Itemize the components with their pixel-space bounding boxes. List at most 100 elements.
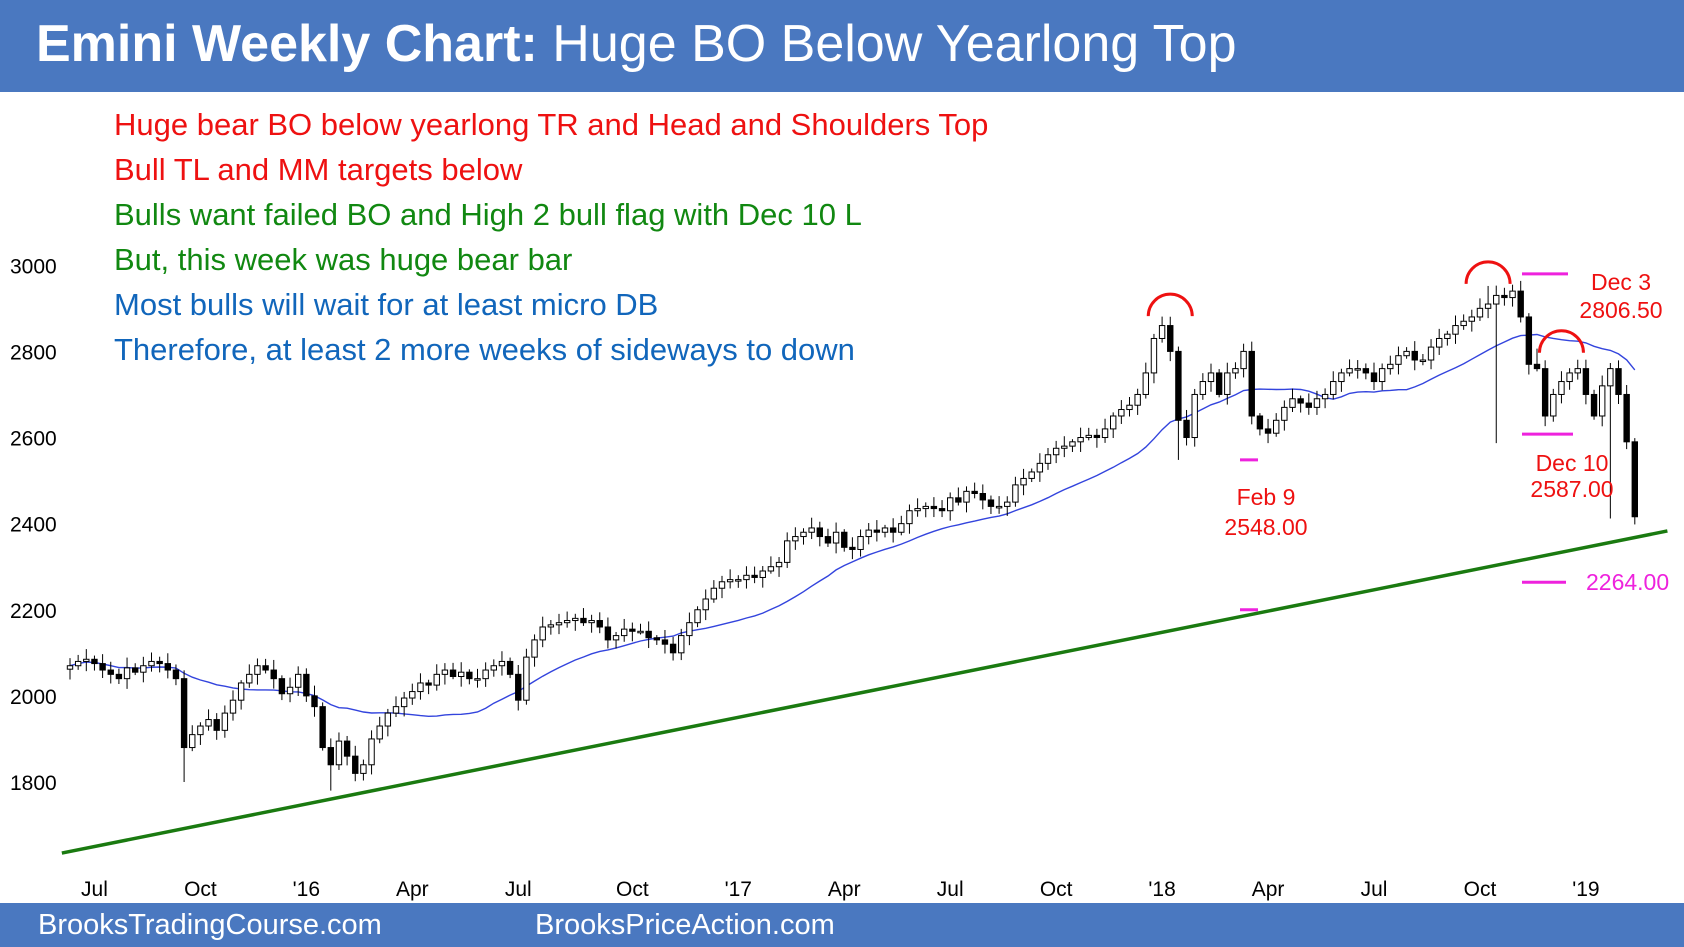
candle-body-130 [1126, 404, 1133, 411]
candle-week-145 [1248, 341, 1255, 425]
candle-body-13 [172, 669, 180, 680]
candle-week-72 [653, 635, 660, 645]
candle-body-45 [433, 673, 440, 686]
candle-body-90 [800, 531, 807, 538]
x-tick-Jul-3: Jul [81, 878, 108, 901]
candle-week-126 [1093, 428, 1101, 448]
candle-week-154 [1321, 388, 1329, 409]
candle-week-172 [1468, 309, 1475, 332]
candle-body-97 [857, 536, 864, 550]
candle-week-170 [1452, 315, 1459, 344]
candle-body-73 [661, 639, 669, 645]
candle-body-59 [547, 624, 555, 628]
candle-body-124 [1077, 437, 1084, 443]
candle-week-26 [278, 675, 286, 701]
commentary-line-4: But, this week was huge bear bar [114, 242, 572, 277]
candle-body-6 [115, 673, 123, 680]
candle-week-87 [775, 557, 783, 577]
candle-week-34 [343, 735, 351, 766]
candle-week-57 [531, 634, 538, 667]
candle-body-167 [1427, 346, 1435, 361]
candle-week-177 [1509, 284, 1516, 307]
candle-body-173 [1476, 307, 1484, 318]
x-tick-Oct-16: Oct [184, 878, 217, 901]
candle-body-29 [303, 673, 310, 697]
candle-week-167 [1427, 339, 1435, 370]
candle-body-78 [702, 598, 709, 611]
candle-body-17 [205, 719, 212, 727]
candle-body-177 [1509, 290, 1516, 299]
candle-week-175 [1493, 285, 1500, 444]
candle-body-60 [555, 622, 563, 626]
candle-week-137 [1183, 409, 1190, 446]
candle-week-36 [360, 759, 367, 781]
candle-week-39 [384, 708, 392, 737]
candle-body-162 [1387, 363, 1394, 370]
moving-average-line [69, 333, 1636, 718]
candle-week-91 [808, 517, 815, 540]
candle-body-110 [963, 490, 970, 503]
y-tick-1800: 1800 [10, 772, 57, 795]
candle-week-5 [107, 661, 114, 684]
candle-body-55 [515, 673, 522, 701]
candle-body-153 [1313, 398, 1321, 408]
y-axis: 1800 2000 2200 2400 2600 2800 3000 [10, 255, 57, 795]
x-tick-16-29: '16 [293, 878, 320, 901]
candle-body-69 [629, 628, 636, 632]
candle-week-14 [180, 670, 188, 782]
candle-body-35 [352, 755, 359, 774]
candle-body-178 [1517, 290, 1524, 318]
weekly-candlestick-chart: Huge bear BO below yearlong TR and Head … [10, 107, 1669, 901]
footer-right-link[interactable]: BrooksPriceAction.com [535, 909, 835, 941]
candle-body-87 [775, 561, 783, 568]
candle-body-80 [718, 581, 726, 589]
commentary-line-6: Therefore, at least 2 more weeks of side… [114, 332, 855, 367]
candle-week-107 [938, 500, 946, 518]
candle-week-60 [555, 613, 563, 635]
candle-body-150 [1289, 398, 1296, 408]
candle-body-12 [164, 663, 172, 671]
candle-week-84 [751, 566, 758, 584]
candle-body-140 [1207, 372, 1215, 383]
candle-week-112 [979, 484, 986, 510]
candle-week-12 [164, 653, 172, 679]
candle-body-40 [392, 706, 400, 714]
candle-week-148 [1273, 413, 1280, 437]
candle-week-28 [295, 666, 302, 696]
candle-body-46 [441, 669, 449, 675]
chart-title: Emini Weekly Chart: Huge BO Below Yearlo… [36, 15, 1237, 73]
candle-body-118 [1028, 471, 1035, 479]
candle-body-92 [816, 527, 823, 538]
y-tick-2800: 2800 [10, 341, 57, 364]
candle-week-51 [482, 662, 489, 687]
candle-body-161 [1378, 368, 1386, 383]
candle-week-116 [1012, 476, 1019, 507]
candle-body-81 [726, 579, 734, 583]
moving-average-group [69, 333, 1636, 718]
candle-body-10 [148, 660, 155, 667]
candle-body-2 [83, 658, 90, 662]
candle-body-137 [1183, 419, 1190, 439]
candle-body-27 [286, 686, 294, 695]
candle-body-100 [881, 527, 889, 533]
candle-body-175 [1493, 294, 1500, 305]
candle-week-50 [474, 668, 481, 688]
candle-body-115 [1004, 501, 1011, 507]
candle-body-147 [1264, 428, 1272, 434]
candle-body-134 [1158, 325, 1166, 339]
hs-arc-1 [1146, 292, 1194, 317]
candle-body-136 [1175, 350, 1182, 421]
candle-week-117 [1020, 468, 1027, 496]
footer-left-link[interactable]: BrooksTradingCourse.com [38, 909, 382, 941]
y-tick-2000: 2000 [10, 686, 57, 709]
candle-body-112 [979, 492, 986, 501]
candle-body-190 [1615, 368, 1622, 395]
candle-body-38 [376, 725, 383, 740]
candle-body-8 [132, 667, 139, 673]
candle-week-24 [262, 658, 269, 674]
candle-body-9 [140, 665, 147, 673]
x-tick-18-134: '18 [1148, 878, 1175, 901]
candle-body-121 [1052, 447, 1060, 456]
candle-week-77 [694, 606, 701, 628]
candle-week-0 [66, 658, 74, 680]
